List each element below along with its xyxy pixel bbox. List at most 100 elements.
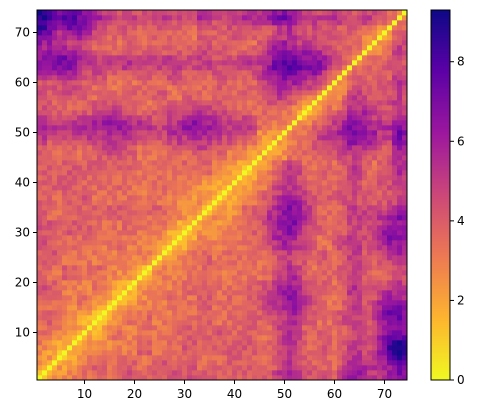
heatmap-cell [92,110,98,116]
heatmap-cell [237,355,243,361]
heatmap-cell [97,95,103,101]
heatmap-cell [92,215,98,221]
heatmap-cell [127,245,133,251]
heatmap-cell [257,205,263,211]
heatmap-cell [257,20,263,26]
heatmap-cell [372,290,378,296]
heatmap-cell [47,210,53,216]
heatmap-cell [102,15,108,21]
heatmap-cell [47,75,53,81]
heatmap-cell [232,260,238,266]
heatmap-cell [152,35,158,41]
heatmap-cell [87,35,93,41]
heatmap-cell [87,375,93,381]
heatmap-cell [37,170,43,176]
heatmap-cell [42,110,48,116]
heatmap-cell [87,25,93,31]
heatmap-cell [202,125,208,131]
heatmap-cell [62,165,68,171]
heatmap-cell [312,360,318,366]
heatmap-cell [287,115,293,121]
heatmap-cell [92,10,98,16]
heatmap-cell [302,150,308,156]
heatmap-cell [297,40,303,46]
heatmap-cell [102,75,108,81]
heatmap-cell [277,85,283,91]
heatmap-cell [157,190,163,196]
heatmap-cell [347,95,353,101]
heatmap-cell [327,130,333,136]
heatmap-cell [292,250,298,256]
heatmap-cell [222,180,228,186]
heatmap-cell [47,85,53,91]
heatmap-cell [157,165,163,171]
heatmap-cell [107,80,113,86]
heatmap-cell [352,185,358,191]
heatmap-cell [107,90,113,96]
heatmap-cell [192,360,198,366]
heatmap-cell [327,275,333,281]
heatmap-cell [177,365,183,371]
heatmap-cell [82,145,88,151]
heatmap-cell [227,170,233,176]
heatmap-cell [132,345,138,351]
heatmap-cell [147,260,153,266]
heatmap-cell [302,335,308,341]
heatmap-cell [42,290,48,296]
heatmap-cell [57,255,63,261]
heatmap-cell [287,75,293,81]
heatmap-cell [117,205,123,211]
heatmap-cell [322,225,328,231]
heatmap-cell [192,255,198,261]
heatmap-cell [372,295,378,301]
heatmap-cell [187,75,193,81]
heatmap-cell [237,90,243,96]
heatmap-cell [142,325,148,331]
heatmap-cell [47,290,53,296]
heatmap-cell [62,60,68,66]
heatmap-cell [167,60,173,66]
heatmap-cell [127,305,133,311]
heatmap-cell [272,225,278,231]
heatmap-cell [327,250,333,256]
heatmap-cell [222,330,228,336]
heatmap-cell [357,90,363,96]
heatmap-cell [112,10,118,16]
heatmap-cell [227,155,233,161]
heatmap-cell [262,255,268,261]
heatmap-cell [112,120,118,126]
heatmap-cell [272,285,278,291]
heatmap-cell [57,350,63,356]
heatmap-cell [202,285,208,291]
heatmap-cell [157,365,163,371]
heatmap-cell [207,135,213,141]
heatmap-cell [262,45,268,51]
heatmap-cell [127,65,133,71]
heatmap-cell [237,320,243,326]
heatmap-cell [232,230,238,236]
heatmap-cell [222,30,228,36]
heatmap-cell [142,230,148,236]
heatmap-cell [292,370,298,376]
heatmap-cell [202,70,208,76]
heatmap-cell [302,135,308,141]
heatmap-cell [72,285,78,291]
heatmap-cell [292,175,298,181]
heatmap-cell [162,305,168,311]
heatmap-cell [92,340,98,346]
heatmap-cell [117,375,123,381]
heatmap-cell [252,210,258,216]
heatmap-cell [157,195,163,201]
heatmap-cell [322,255,328,261]
heatmap-cell [142,275,148,281]
heatmap-cell [217,200,223,206]
heatmap-cell [87,75,93,81]
heatmap-cell [57,230,63,236]
heatmap-cell [182,310,188,316]
heatmap-cell [307,345,313,351]
heatmap-cell [162,150,168,156]
heatmap-cell [197,100,203,106]
heatmap-cell [37,275,43,281]
heatmap-cell [137,60,143,66]
heatmap-cell [332,235,338,241]
